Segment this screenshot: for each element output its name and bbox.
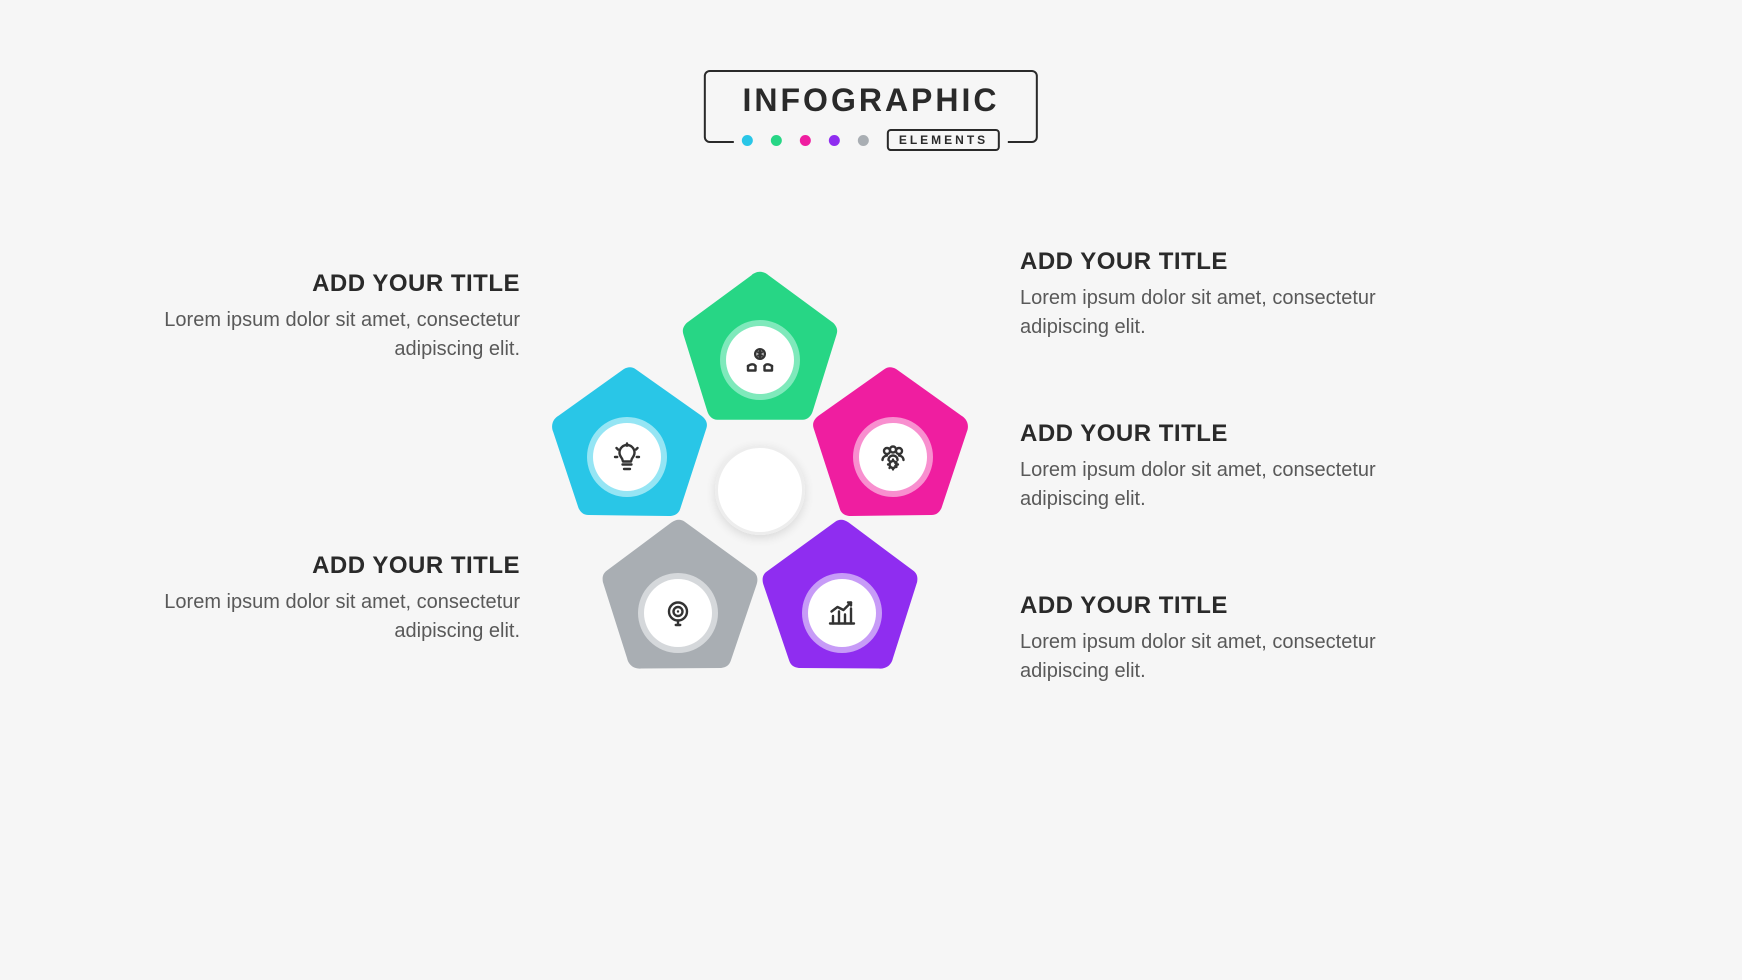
text-block-title: ADD YOUR TITLE	[1020, 420, 1420, 448]
money-hands-icon	[726, 326, 794, 394]
pentagon-left-upper	[542, 362, 712, 532]
chart-growth-icon	[808, 579, 876, 647]
header-dots-row: ELEMENTS	[734, 129, 1008, 151]
header-dot-1	[771, 135, 782, 146]
header-dot-4	[858, 135, 869, 146]
text-block-title: ADD YOUR TITLE	[1020, 248, 1420, 276]
text-block-title: ADD YOUR TITLE	[1020, 592, 1420, 620]
header-dot-0	[742, 135, 753, 146]
text-block-2: ADD YOUR TITLE Lorem ipsum dolor sit amet…	[1020, 592, 1420, 686]
text-block-body: Lorem ipsum dolor sit amet, consectetur …	[120, 588, 520, 646]
text-block-body: Lorem ipsum dolor sit amet, consectetur …	[1020, 284, 1420, 342]
text-block-title: ADD YOUR TITLE	[120, 270, 520, 298]
title-frame: INFOGRAPHIC ELEMENTS	[704, 70, 1038, 143]
target-signal-icon	[644, 579, 712, 647]
text-block-title: ADD YOUR TITLE	[120, 552, 520, 580]
text-block-body: Lorem ipsum dolor sit amet, consectetur …	[1020, 628, 1420, 686]
text-block-3: ADD YOUR TITLE Lorem ipsum dolor sit amet…	[120, 270, 520, 364]
text-block-body: Lorem ipsum dolor sit amet, consectetur …	[1020, 456, 1420, 514]
canvas: INFOGRAPHIC ELEMENTS ADD YOUR TITLE Lorem…	[0, 0, 1742, 980]
team-gear-icon	[859, 423, 927, 491]
header: INFOGRAPHIC ELEMENTS	[704, 70, 1038, 143]
text-block-body: Lorem ipsum dolor sit amet, consectetur …	[120, 306, 520, 364]
text-block-1: ADD YOUR TITLE Lorem ipsum dolor sit amet…	[1020, 420, 1420, 514]
lightbulb-icon	[593, 423, 661, 491]
header-dot-2	[800, 135, 811, 146]
text-block-4: ADD YOUR TITLE Lorem ipsum dolor sit amet…	[120, 552, 520, 646]
subtitle-badge: ELEMENTS	[887, 129, 1000, 151]
pentagon-diagram	[530, 260, 990, 720]
text-block-0: ADD YOUR TITLE Lorem ipsum dolor sit amet…	[1020, 248, 1420, 342]
title-main: INFOGRAPHIC	[734, 82, 1008, 119]
header-dot-3	[829, 135, 840, 146]
